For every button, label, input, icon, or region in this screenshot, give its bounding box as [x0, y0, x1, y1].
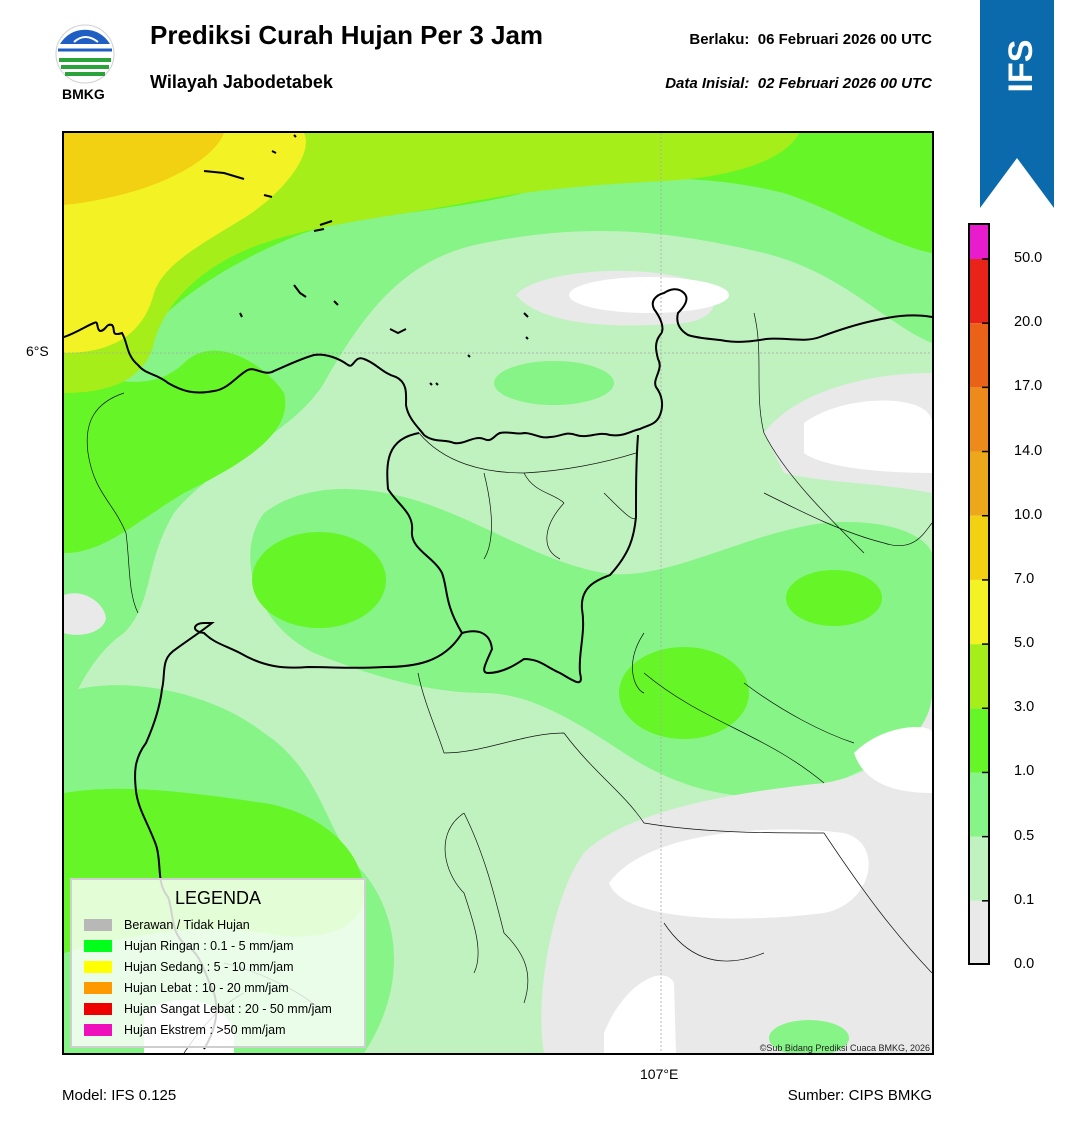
map-credit: ©Sub Bidang Prediksi Cuaca BMKG, 2026	[759, 1043, 930, 1053]
legend-label: Hujan Ekstrem : >50 mm/jam	[124, 1023, 286, 1037]
colorbar-tick-label: 0.5	[1014, 827, 1035, 844]
legend-swatch	[84, 961, 112, 973]
zone-1-3-west	[64, 350, 286, 553]
colorbar-tick-label: 10.0	[1014, 506, 1043, 523]
colorbar-tick-label: 5.0	[1014, 635, 1035, 652]
colorbar	[968, 223, 990, 966]
colorbar-tick-label: 20.0	[1014, 314, 1043, 331]
zone-1-3-cell-3	[786, 570, 882, 626]
colorbar-scale	[968, 223, 990, 966]
province-border-banten	[386, 432, 639, 684]
bmkg-logo	[54, 22, 116, 86]
colorbar-band	[969, 579, 989, 645]
colorbar-tick-label: 17.0	[1014, 378, 1043, 395]
colorbar-band	[969, 772, 989, 837]
colorbar-outline	[968, 223, 990, 965]
colorbar-tick-label: 0.0	[1014, 956, 1035, 972]
colorbar-tick-label: 1.0	[1014, 763, 1035, 780]
colorbar-band	[969, 451, 989, 516]
colorbar-band	[969, 900, 989, 965]
ifs-badge-shape	[980, 0, 1054, 208]
zone-05-1-west	[64, 133, 932, 723]
colorbar-tick-label: 7.0	[1014, 570, 1035, 587]
valid-value: 06 Februari 2026 00 UTC	[757, 31, 932, 48]
ifs-badge-text: IFS	[1002, 39, 1040, 93]
legend-swatch	[84, 919, 112, 931]
lon-label-107e: 107°E	[640, 1066, 679, 1082]
colorbar-band	[969, 836, 989, 901]
legend-label: Hujan Sedang : 5 - 10 mm/jam	[124, 960, 294, 974]
zone-0-white-1	[569, 277, 729, 313]
colorbar-band	[969, 323, 989, 388]
legend-label: Hujan Ringan : 0.1 - 5 mm/jam	[124, 939, 294, 953]
ifs-badge	[980, 0, 1054, 208]
page-subtitle: Wilayah Jabodetabek	[150, 72, 333, 92]
colorbar-band	[969, 515, 989, 580]
colorbar-band	[969, 708, 989, 773]
legend-label: Hujan Lebat : 10 - 20 mm/jam	[124, 981, 289, 995]
legend-item-heavy-rain: Hujan Lebat : 10 - 20 mm/jam	[84, 980, 289, 996]
legend-swatch	[84, 940, 112, 952]
initial-time: Data Inisial: 02 Februari 2026 00 UTC	[665, 75, 932, 92]
legend-box: LEGENDA Berawan / Tidak Hujan Hujan Ring…	[70, 878, 366, 1048]
colorbar-tick-label: 14.0	[1014, 442, 1043, 459]
legend-item-moderate-rain: Hujan Sedang : 5 - 10 mm/jam	[84, 959, 294, 975]
zone-1-3-cell-4	[769, 1020, 849, 1053]
initial-value: 02 Februari 2026 00 UTC	[757, 75, 932, 92]
logo-text: BMKG	[62, 86, 105, 102]
ifs-badge-label: IFS	[1001, 26, 1041, 106]
bmkg-logo-icon	[55, 24, 115, 84]
legend-title: LEGENDA	[174, 888, 262, 908]
colorbar-tick-label: 3.0	[1014, 699, 1035, 716]
legend-item-extreme-rain: Hujan Ekstrem : >50 mm/jam	[84, 1022, 286, 1038]
legend-item-very-heavy-rain: Hujan Sangat Lebat : 20 - 50 mm/jam	[84, 1001, 332, 1017]
legend-item-light-rain: Hujan Ringan : 0.1 - 5 mm/jam	[84, 938, 294, 954]
islands	[203, 134, 529, 386]
zone-0-white-3	[609, 829, 869, 919]
page-title: Prediksi Curah Hujan Per 3 Jam	[150, 20, 544, 50]
zone-05-1-center	[250, 489, 932, 797]
colorbar-band	[969, 259, 989, 324]
zone-7-10	[64, 133, 224, 205]
valid-label: Berlaku:	[689, 31, 750, 48]
source-label: Sumber: CIPS BMKG	[787, 1087, 932, 1104]
legend-swatch	[84, 1003, 112, 1015]
legend-swatch	[84, 1024, 112, 1036]
zone-1-3-cell-1	[252, 532, 386, 628]
colorbar-tick-label: 50.0	[1014, 250, 1043, 266]
valid-time: Berlaku: 06 Februari 2026 00 UTC	[689, 31, 932, 48]
zone-1-3-cell-2	[619, 647, 749, 739]
colorbar-tick-label: 0.1	[1014, 891, 1035, 908]
legend-item-no-rain: Berawan / Tidak Hujan	[84, 917, 250, 933]
colorbar-band	[969, 387, 989, 452]
zone-0-white-2	[804, 400, 932, 473]
zone-0-white-5	[604, 975, 676, 1053]
model-label: Model: IFS 0.125	[62, 1087, 177, 1104]
lat-label-6s: 6°S	[26, 343, 49, 359]
colorbar-band-extreme	[969, 223, 989, 259]
legend-label: Hujan Sangat Lebat : 20 - 50 mm/jam	[124, 1002, 332, 1016]
legend-swatch	[84, 982, 112, 994]
legend-label: Berawan / Tidak Hujan	[124, 918, 250, 932]
zone-0-white-4	[854, 727, 932, 793]
zone-0-west	[64, 593, 106, 635]
coastline	[64, 288, 932, 445]
zone-05-1-north	[494, 361, 614, 405]
initial-label: Data Inisial:	[665, 75, 750, 92]
colorbar-band	[969, 644, 989, 709]
